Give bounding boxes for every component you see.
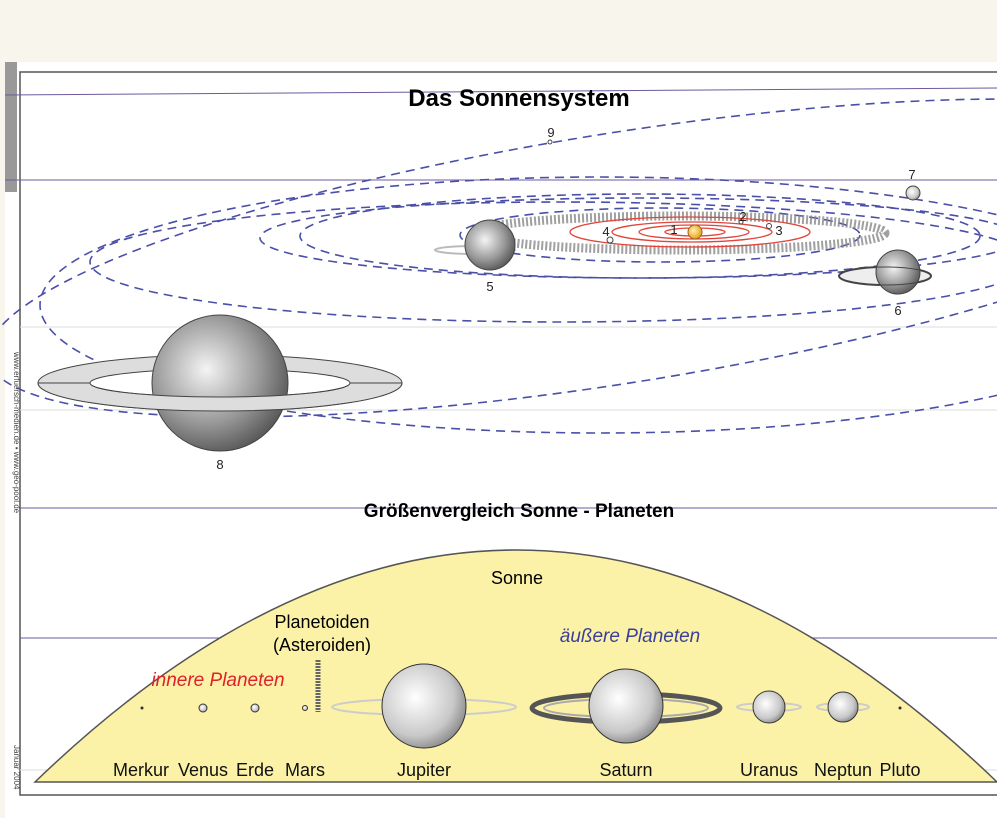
orbit-label: 2: [739, 209, 746, 224]
sun-label: Sonne: [491, 568, 543, 588]
planet-name: Saturn: [599, 760, 652, 780]
orbit-label: 8: [216, 457, 223, 472]
orbit-label: 9: [547, 125, 554, 140]
inner-label: innere Planeten: [151, 670, 284, 691]
orbit-label: 4: [602, 224, 609, 239]
planet-name: Uranus: [740, 760, 798, 780]
orbit-label: 3: [775, 223, 782, 238]
planet-name: Venus: [178, 760, 228, 780]
planet-name: Mars: [285, 760, 325, 780]
outer-label: äußere Planeten: [560, 626, 701, 647]
asteroids-label: Planetoiden: [274, 612, 369, 632]
page: Das Sonnensystem 1 2 3 4 5 6: [0, 0, 997, 818]
comparison-title: Größenvergleich Sonne - Planeten: [364, 501, 674, 522]
side-text: Januar 2004: [12, 745, 21, 790]
orbit-label: 6: [894, 303, 901, 318]
scroll-mark: [5, 62, 17, 192]
side-text: www.erfuersch-medien.de • www.geo-pool.d…: [12, 351, 21, 514]
orbit-label: 7: [908, 167, 915, 182]
orbit-label: 5: [486, 279, 493, 294]
planet-name: Pluto: [879, 760, 920, 780]
planet-name: Jupiter: [397, 760, 451, 780]
asteroids-label: (Asteroiden): [273, 635, 371, 655]
title: Das Sonnensystem: [408, 85, 629, 112]
planet-name: Erde: [236, 760, 274, 780]
orbit-label: 1: [670, 222, 677, 237]
planet-name: Neptun: [814, 760, 872, 780]
planet-name: Merkur: [113, 760, 169, 780]
